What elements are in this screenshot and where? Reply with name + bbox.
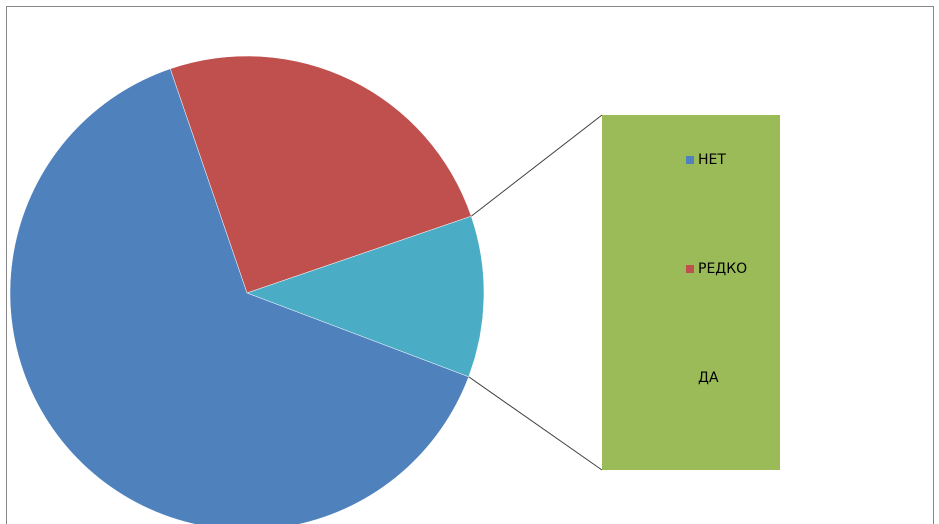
legend-marker: [686, 156, 694, 164]
pie-slice: [169, 55, 472, 294]
secondary-bar: [602, 115, 780, 470]
connector-line: [470, 114, 603, 217]
pie-slice: [246, 215, 485, 378]
legend-label: ДА: [698, 370, 719, 386]
legend-marker: [686, 374, 694, 382]
legend-label: РЕДКО: [698, 261, 747, 277]
pie-slice: [9, 68, 470, 524]
connector-line: [468, 376, 603, 471]
legend-marker: [686, 265, 694, 273]
legend-label: НЕТ: [698, 152, 726, 168]
